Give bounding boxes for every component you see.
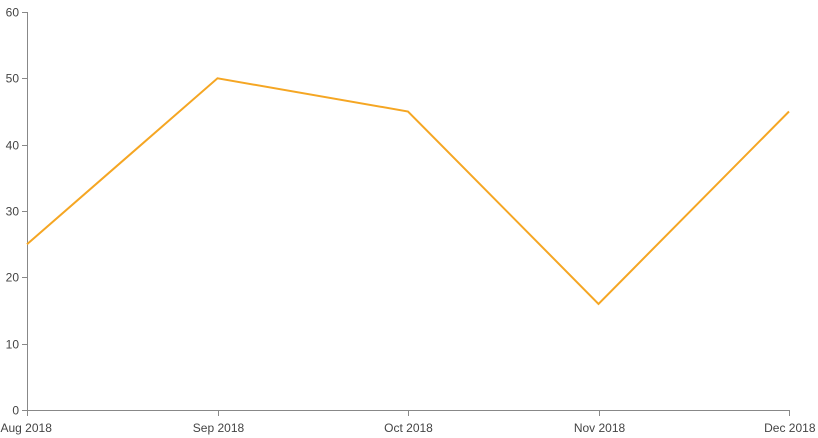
y-tick-label: 50 (6, 72, 20, 86)
y-tick-label: 20 (6, 271, 20, 285)
y-tick-label: 10 (6, 338, 20, 352)
series-layer (26, 77, 790, 306)
x-axis: Aug 2018 Sep 2018 Oct 2018 Nov 2018 Dec 2018 (1, 410, 816, 435)
x-tick-label: Oct 2018 (384, 421, 433, 435)
y-tick-label: 60 (6, 6, 20, 20)
series-line (26, 77, 790, 306)
x-tick-label: Dec 2018 (764, 421, 816, 435)
x-tick-label: Aug 2018 (1, 421, 53, 435)
y-tick-label: 30 (6, 205, 20, 219)
y-tick-label: 0 (12, 404, 19, 418)
x-tick-label: Nov 2018 (574, 421, 626, 435)
y-tick-label: 40 (6, 139, 20, 153)
y-axis: 0 10 20 30 40 50 60 (6, 6, 28, 418)
x-tick-label: Sep 2018 (193, 421, 245, 435)
